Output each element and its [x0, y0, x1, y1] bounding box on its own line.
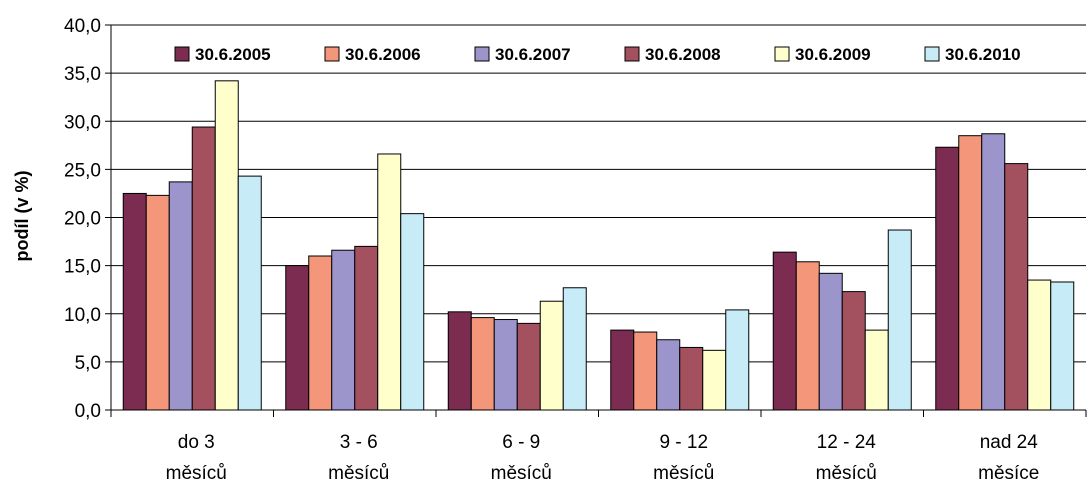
bar-30.6.2006-5 [958, 135, 983, 411]
legend-swatch [324, 46, 340, 62]
y-tick-label: 10,0 [64, 305, 101, 326]
bar-30.6.2010-2 [562, 287, 587, 411]
x-category-label: do 3 [178, 432, 215, 453]
legend-swatch [774, 46, 790, 62]
bar-30.6.2010-1 [400, 213, 425, 411]
bar-30.6.2007-0 [168, 181, 193, 411]
x-category-label: měsíců [816, 463, 877, 484]
x-category-label: 12 - 24 [817, 432, 877, 453]
bar-30.6.2005-5 [935, 146, 960, 411]
bar-30.6.2008-5 [1004, 163, 1029, 411]
legend-label: 30.6.2006 [345, 45, 421, 64]
bar-30.6.2007-4 [818, 272, 843, 411]
bar-30.6.2010-3 [725, 309, 750, 411]
legend-swatch [624, 46, 640, 62]
y-tick-label: 15,0 [64, 257, 101, 278]
bar-30.6.2006-4 [795, 261, 820, 411]
x-category-label: 3 - 6 [340, 432, 378, 453]
bar-30.6.2009-4 [864, 329, 889, 411]
bar-30.6.2006-1 [308, 255, 333, 411]
bar-30.6.2007-1 [331, 249, 356, 411]
y-tick-label: 0,0 [75, 401, 101, 422]
bar-30.6.2010-5 [1050, 281, 1075, 411]
bar-30.6.2005-4 [772, 251, 797, 411]
bar-30.6.2007-2 [493, 319, 518, 411]
bar-30.6.2006-3 [633, 331, 658, 411]
bar-30.6.2006-0 [145, 194, 170, 411]
grid-lines [105, 24, 1086, 411]
bar-30.6.2008-1 [354, 245, 379, 411]
bar-30.6.2009-1 [377, 153, 402, 411]
bar-30.6.2010-0 [237, 175, 262, 411]
y-tick-label: 30,0 [64, 112, 101, 133]
y-tick-label: 20,0 [64, 209, 101, 230]
axes [110, 25, 1087, 417]
x-category-label: měsíců [328, 463, 389, 484]
x-category-labels: do 3 měsíců 3 - 6 měsíců 6 - 9 měsíců 9 - 12 mě… [166, 432, 1040, 484]
x-category-label: 6 - 9 [502, 432, 540, 453]
bar-30.6.2009-2 [539, 300, 564, 411]
x-category-label: měsíců [491, 463, 552, 484]
y-tick-labels: 0,0 5,0 10,0 15,0 20,0 25,0 30,0 35,0 40,0 [64, 16, 101, 422]
x-category-label: měsíce [978, 463, 1039, 484]
legend-label: 30.6.2010 [945, 45, 1021, 64]
bar-30.6.2005-3 [610, 329, 635, 411]
legend-label: 30.6.2009 [795, 45, 871, 64]
x-category-label: měsíců [166, 463, 227, 484]
bar-30.6.2005-0 [122, 192, 147, 411]
bar-30.6.2007-5 [981, 133, 1006, 411]
y-tick-label: 40,0 [64, 16, 101, 37]
legend-swatch [174, 46, 190, 62]
bar-30.6.2005-1 [285, 265, 310, 411]
legend: 30.6.2005 30.6.2006 30.6.2007 30.6.2008 30.6… [174, 45, 1021, 64]
y-tick-label: 5,0 [75, 353, 101, 374]
y-axis-label: podíl (v %) [12, 171, 32, 262]
y-tick-label: 25,0 [64, 160, 101, 181]
bar-30.6.2009-5 [1027, 279, 1052, 411]
x-category-label: měsíců [653, 463, 714, 484]
bar-30.6.2008-0 [191, 126, 216, 411]
legend-label: 30.6.2007 [495, 45, 571, 64]
bar-30.6.2009-0 [214, 80, 239, 411]
bar-30.6.2005-2 [447, 311, 472, 411]
bar-30.6.2010-4 [887, 229, 912, 411]
bar-30.6.2007-3 [656, 339, 681, 411]
legend-label: 30.6.2008 [645, 45, 721, 64]
bar-30.6.2008-3 [679, 346, 704, 411]
legend-label: 30.6.2005 [195, 45, 271, 64]
bar-30.6.2009-3 [702, 349, 727, 411]
legend-swatch [924, 46, 940, 62]
legend-swatch [474, 46, 490, 62]
x-category-label: 9 - 12 [659, 432, 708, 453]
y-tick-label: 35,0 [64, 64, 101, 85]
x-category-label: nad 24 [980, 432, 1039, 453]
bar-30.6.2008-2 [516, 322, 541, 411]
bar-30.6.2006-2 [470, 317, 495, 411]
bars [122, 80, 1075, 411]
bar-30.6.2008-4 [841, 291, 866, 411]
